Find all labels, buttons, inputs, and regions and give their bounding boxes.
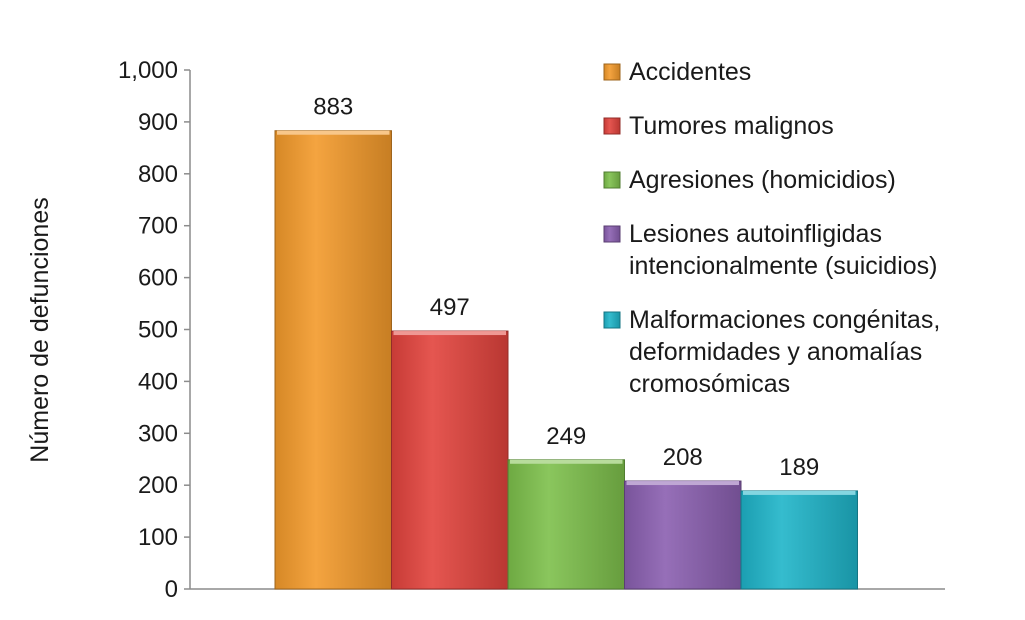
data-label: 189 (779, 454, 819, 481)
bar (391, 330, 509, 590)
y-tick-label: 700 (138, 213, 178, 240)
legend-item: Lesiones autoinfligidas intencionalmente … (603, 220, 937, 280)
bars (274, 130, 858, 590)
data-labels: 883 497 249 208 189 (313, 94, 819, 481)
y-tick-label: 300 (138, 420, 178, 447)
legend-label: Accidentes (629, 58, 751, 86)
legend-label: Tumores malignos (629, 112, 834, 140)
y-axis-title: Número de defunciones (26, 197, 54, 462)
data-label: 497 (430, 294, 470, 321)
data-label: 249 (546, 423, 586, 450)
legend-swatch (603, 311, 621, 329)
bar (274, 130, 392, 590)
data-label: 883 (313, 94, 353, 121)
legend-item: Agresiones (homicidios) (603, 166, 896, 194)
legend-swatch (603, 63, 621, 81)
legend-swatch (603, 225, 621, 243)
bar (740, 490, 858, 590)
legend-item: Tumores malignos (603, 112, 834, 140)
legend-item: Accidentes (603, 58, 751, 86)
legend-label: cromosómicas (629, 370, 790, 398)
legend-label: intencionalmente (suicidios) (629, 252, 937, 280)
legend-label: deformidades y anomalías (629, 338, 922, 366)
y-tick-label: 800 (138, 161, 178, 188)
legend-item: Malformaciones congénitas, deformidades y… (603, 306, 940, 398)
legend-label: Agresiones (homicidios) (629, 166, 896, 194)
legend: Accidentes Tumores malignos Agresiones (ho… (603, 58, 940, 398)
y-tick-label: 100 (138, 524, 178, 551)
bar-highlight (626, 481, 739, 486)
y-tick-label: 200 (138, 472, 178, 499)
legend-label: Malformaciones congénitas, (629, 306, 940, 334)
y-tick-label: 600 (138, 265, 178, 292)
bar-highlight (743, 490, 856, 495)
legend-swatch (603, 117, 621, 135)
y-tick-label: 1,000 (118, 57, 178, 84)
legend-label: Lesiones autoinfligidas (629, 220, 882, 248)
y-tick-label: 900 (138, 109, 178, 136)
y-tick-label: 0 (165, 576, 178, 603)
data-label: 208 (663, 444, 703, 471)
y-tick-label: 400 (138, 368, 178, 395)
bar-highlight (393, 331, 506, 336)
y-tick-label: 500 (138, 317, 178, 344)
axes: 0 100 200 300 400 500 600 700 800 900 1,000 (118, 57, 945, 603)
bar (624, 480, 742, 590)
bar-highlight (510, 459, 623, 464)
bar (507, 459, 625, 590)
bar-highlight (277, 130, 390, 135)
legend-swatch (603, 171, 621, 189)
